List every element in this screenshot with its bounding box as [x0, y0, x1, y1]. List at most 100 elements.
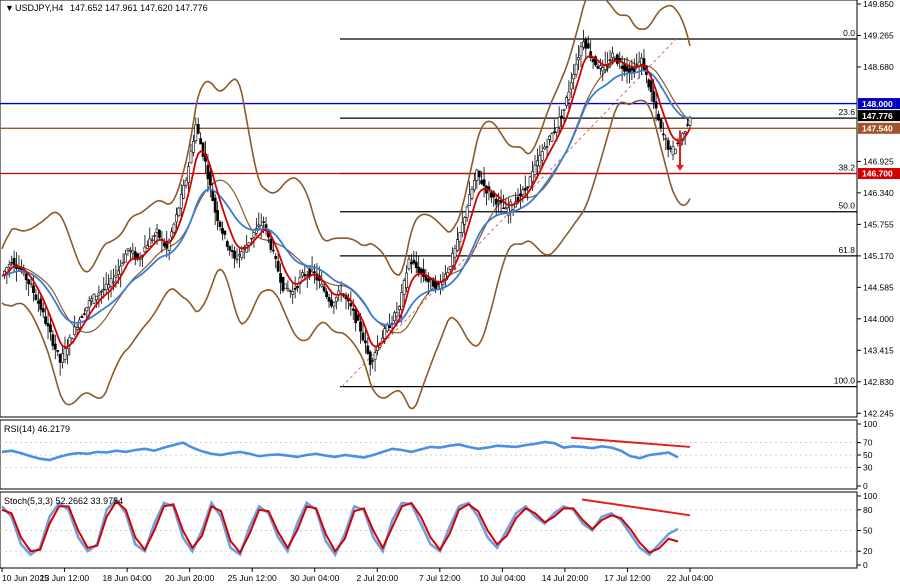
candle-body — [223, 230, 227, 235]
candle-body — [451, 252, 454, 266]
candle-body — [143, 246, 147, 253]
candle-body — [368, 351, 372, 365]
candle-body — [676, 142, 680, 145]
price-tick-label: 142.245 — [863, 408, 894, 418]
ind-tick-label: 20 — [863, 546, 873, 556]
time-tick-label: 18 Jun 04:00 — [103, 573, 152, 583]
candle-body — [550, 133, 554, 142]
candle-body — [56, 350, 60, 352]
header-arrow-icon[interactable]: ▼ — [5, 3, 14, 13]
candle-body — [194, 124, 198, 141]
price-tick-label: 146.340 — [863, 188, 894, 198]
candle-body — [453, 248, 457, 258]
candle-body — [300, 272, 304, 277]
candle-body — [625, 66, 629, 72]
candle-body — [61, 353, 64, 363]
candle-body — [284, 283, 287, 289]
candle-body — [63, 348, 67, 360]
candle-body — [107, 284, 110, 289]
candle-body — [482, 179, 486, 186]
price-tick-label: 144.000 — [863, 314, 894, 324]
candle-body — [659, 119, 663, 129]
candle-body — [32, 285, 35, 294]
time-tick-label: 17 Jul 12:00 — [604, 573, 651, 583]
candle-body — [470, 189, 474, 199]
candle-body — [87, 300, 91, 308]
candle-body — [395, 312, 399, 317]
candle-body — [545, 146, 549, 148]
candle-body — [664, 138, 668, 140]
rsi-panel[interactable] — [0, 419, 858, 490]
ind-tick-label: 100 — [863, 419, 877, 429]
candle-body — [298, 277, 302, 285]
rsi-indicator: 100 70 50 30 0 — [0, 419, 877, 491]
time-tick-label: 13 Jun 12:00 — [40, 573, 89, 583]
fib-label-61.8: 61.8 — [838, 245, 855, 255]
candle-body — [548, 135, 551, 140]
candle-body — [419, 268, 423, 274]
candle-body — [175, 214, 178, 223]
candles — [3, 29, 692, 376]
price-tick-label: 143.415 — [863, 345, 894, 355]
candle-body — [228, 246, 232, 251]
candle-body — [574, 63, 578, 75]
candle-body — [10, 262, 14, 264]
ma-fast-line — [1, 55, 691, 349]
ind-tick-label: 0 — [863, 481, 868, 491]
candle-body — [410, 262, 413, 265]
candle-body — [36, 300, 40, 304]
candle-body — [688, 117, 692, 126]
candle-body — [216, 210, 220, 222]
candle-body — [407, 258, 411, 270]
ohlc-readout: 147.652 147.961 147.620 147.776 — [70, 3, 208, 13]
candle-body — [557, 116, 561, 128]
level-tag-147.540 — [858, 122, 900, 134]
candle-body — [363, 340, 367, 344]
price-panel[interactable] — [0, 0, 858, 418]
candle-body — [414, 261, 418, 268]
candle-body — [463, 217, 467, 225]
candle-body — [458, 232, 462, 243]
candle-body — [371, 360, 375, 362]
candle-body — [601, 67, 605, 72]
candle-body — [412, 259, 416, 264]
candle-body — [393, 312, 396, 322]
candle-body — [519, 193, 522, 197]
ind-tick-label: 0 — [863, 560, 868, 570]
candle-body — [208, 171, 212, 186]
candle-body — [187, 166, 190, 183]
candle-body — [238, 254, 241, 257]
divergence-line — [581, 498, 691, 517]
candle-body — [383, 328, 387, 339]
stoch-panel[interactable] — [0, 491, 858, 569]
level-tag-147.776 — [858, 110, 900, 122]
candle-body — [620, 65, 624, 69]
candle-body — [349, 303, 353, 307]
time-tick-label: 20 Jun 20:00 — [165, 573, 214, 583]
candle-body — [523, 188, 527, 191]
horizontal-levels[interactable]: 148.000 147.540 146.700 147.776 — [0, 98, 900, 180]
annotations — [676, 130, 684, 171]
candle-body — [148, 238, 152, 247]
candle-body — [296, 285, 299, 289]
candle-body — [351, 308, 355, 311]
candle-body — [276, 260, 280, 272]
ind-tick-label: 50 — [863, 526, 873, 536]
candle-body — [354, 309, 358, 324]
candle-body — [533, 164, 537, 176]
candle-body — [555, 127, 559, 133]
fib-label-50.0: 50.0 — [838, 201, 855, 211]
candle-body — [502, 207, 505, 210]
candle-body — [12, 257, 16, 266]
candle-body — [560, 115, 564, 118]
candle-body — [286, 288, 290, 291]
candle-body — [506, 207, 510, 216]
moving-averages — [1, 55, 691, 349]
price-tick-label: 149.850 — [863, 0, 894, 9]
time-tick-label: 7 Jul 12:00 — [419, 573, 461, 583]
candle-body — [322, 286, 326, 292]
candle-body — [145, 245, 149, 249]
time-tick-label: 10 Jun 2025 — [2, 573, 49, 583]
